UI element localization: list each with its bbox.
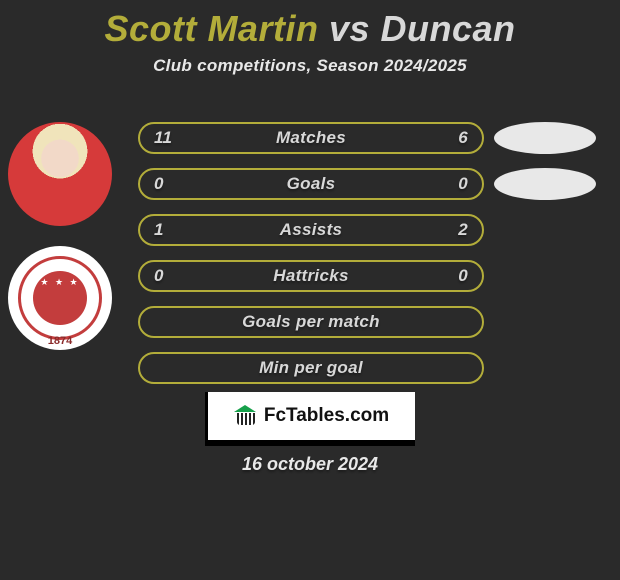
crest-core — [33, 271, 87, 325]
fctables-icon — [234, 405, 258, 427]
stat-label: Matches — [276, 128, 346, 148]
stat-row-hattricks: 0 Hattricks 0 — [138, 260, 484, 292]
stat-right-value: 2 — [458, 220, 468, 240]
source-badge: FcTables.com — [205, 392, 415, 446]
stat-row-goals-per-match: Goals per match — [138, 306, 484, 338]
stat-label: Assists — [280, 220, 343, 240]
vs-text: vs — [329, 8, 370, 49]
subtitle: Club competitions, Season 2024/2025 — [0, 56, 620, 76]
stat-right-value: 0 — [458, 266, 468, 286]
stat-label: Min per goal — [259, 358, 363, 378]
stat-left-value: 1 — [154, 220, 164, 240]
player-photo — [8, 122, 112, 226]
crest-ring — [18, 256, 102, 340]
stat-row-matches: 11 Matches 6 — [138, 122, 484, 154]
right-pills — [494, 122, 596, 214]
stat-row-assists: 1 Assists 2 — [138, 214, 484, 246]
club-crest — [8, 246, 112, 350]
stat-right-value: 0 — [458, 174, 468, 194]
player1-name: Scott Martin — [104, 8, 318, 49]
pill-matches — [494, 122, 596, 154]
player2-name: Duncan — [381, 8, 516, 49]
stat-left-value: 0 — [154, 266, 164, 286]
stat-right-value: 6 — [458, 128, 468, 148]
stat-left-value: 11 — [154, 128, 172, 148]
comparison-title: Scott Martin vs Duncan — [0, 0, 620, 50]
stat-row-goals: 0 Goals 0 — [138, 168, 484, 200]
stat-label: Goals — [287, 174, 336, 194]
stat-left-value: 0 — [154, 174, 164, 194]
stat-label: Hattricks — [273, 266, 348, 286]
stat-rows: 11 Matches 6 0 Goals 0 1 Assists 2 0 Hat… — [138, 122, 484, 398]
stat-label: Goals per match — [242, 312, 380, 332]
badge-text: FcTables.com — [264, 405, 389, 427]
stat-row-min-per-goal: Min per goal — [138, 352, 484, 384]
date-text: 16 october 2024 — [0, 454, 620, 475]
left-avatars — [8, 122, 118, 370]
pill-goals — [494, 168, 596, 200]
